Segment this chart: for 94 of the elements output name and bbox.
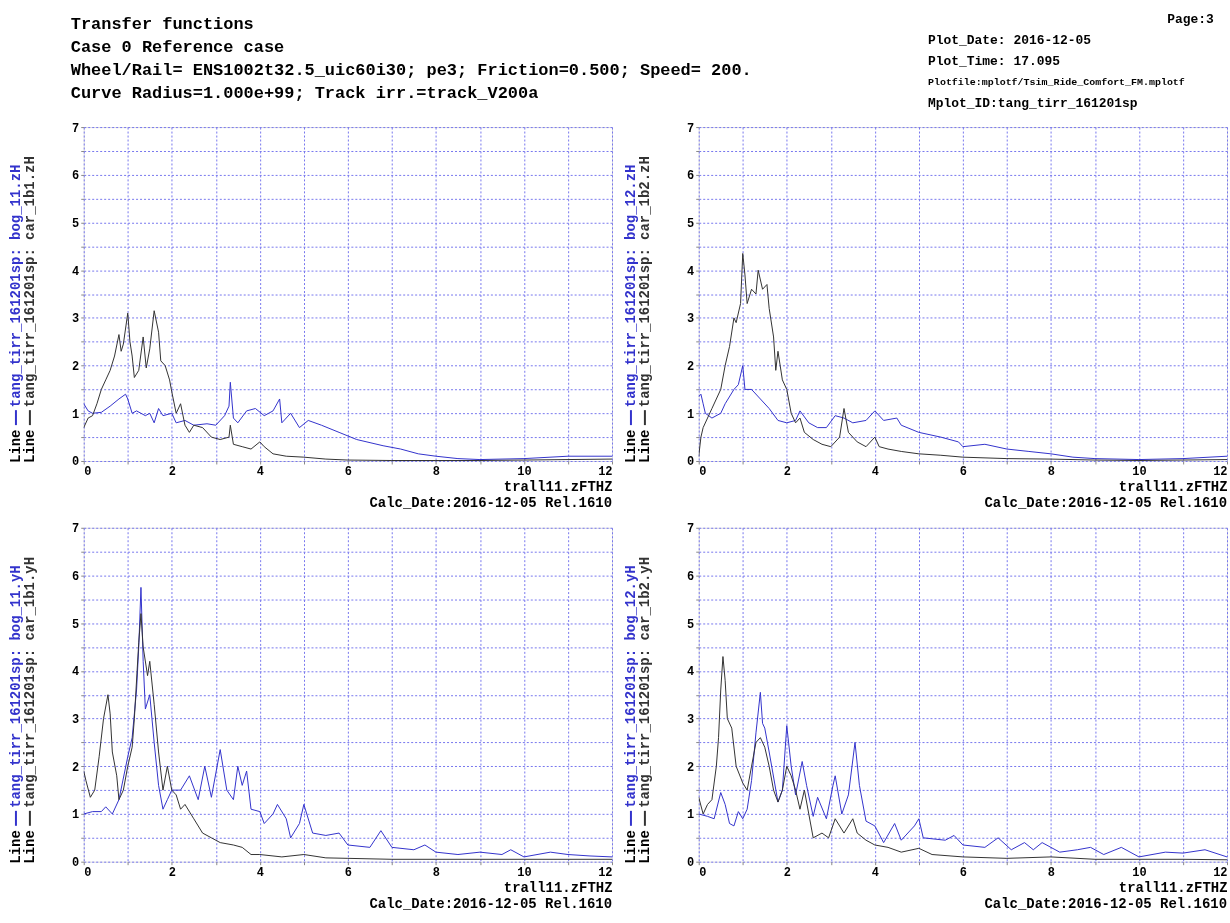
y-tick-label: 6: [687, 169, 695, 184]
text: tang_tirr_161201sp: car_1b2.zH: [636, 156, 653, 408]
x-tick-label: 4: [256, 465, 264, 480]
x-tick-label: 2: [168, 465, 176, 480]
y-tick-label: 6: [687, 569, 695, 584]
y-tick-label: 6: [72, 169, 80, 184]
text: Case 0 Reference case: [70, 38, 285, 58]
y-tick-label: 1: [72, 407, 80, 422]
text: tang_tirr_161201sp: bog_12.yH: [622, 565, 639, 808]
text: Wheel/Rail= ENS1002t32.5_uic60i30; pe3; Friction=0.500; Speed= 200.: [70, 61, 752, 81]
x-axis-title: trall11.zFTHZ: [503, 880, 613, 897]
x-tick-label: 6: [344, 465, 352, 480]
x-tick-label: 4: [871, 465, 879, 480]
text: Calc_Date:2016-12-05 Rel.1610: [984, 895, 1228, 912]
x-tick-label: 6: [959, 866, 967, 881]
y-tick-label: 4: [687, 665, 695, 680]
x-tick-label: 10: [517, 866, 532, 881]
y-tick-label: 5: [72, 617, 80, 632]
y-tick-label: 4: [687, 264, 695, 279]
y-tick-label: 3: [687, 713, 695, 728]
text: Curve Radius=1.000e+99; Track irr.=track_V200a: [70, 84, 539, 104]
text: Calc_Date:2016-12-05 Rel.1610: [369, 494, 613, 511]
legend-title: Line: [21, 830, 38, 864]
y-tick-label: 3: [72, 312, 80, 327]
x-tick-label: 2: [783, 866, 791, 881]
y-tick-label: 5: [72, 216, 80, 231]
x-tick-label: 6: [344, 866, 352, 881]
x-tick-label: 0: [699, 465, 707, 480]
x-axis-title: trall11.zFTHZ: [503, 479, 613, 496]
y-tick-label: 7: [687, 121, 695, 136]
x-tick-label: 0: [699, 866, 707, 881]
y-tick-label: 2: [72, 760, 80, 775]
text: Line: [7, 830, 24, 864]
y-tick-label: 5: [687, 617, 695, 632]
x-tick-label: 8: [1047, 465, 1056, 480]
x-tick-label: 4: [256, 866, 264, 881]
text: Calc_Date:2016-12-05 Rel.1610: [984, 494, 1228, 511]
y-tick-label: 0: [687, 455, 695, 470]
legend-title: Line: [21, 429, 38, 463]
x-tick-label: 4: [871, 866, 879, 881]
x-tick-label: 0: [84, 465, 92, 480]
y-tick-label: 1: [687, 808, 695, 823]
y-tick-label: 7: [72, 121, 80, 136]
y-tick-label: 7: [687, 522, 695, 537]
text: Line: [622, 429, 639, 463]
y-tick-label: 0: [72, 856, 80, 871]
x-tick-label: 2: [783, 465, 791, 480]
x-tick-label: 12: [598, 866, 613, 881]
text: Line: [622, 830, 639, 864]
text: Page:3: [1167, 12, 1215, 28]
text: Plotfile:mplotf/Tsim_Ride_Comfort_FM.mplotf: [927, 77, 1185, 89]
x-tick-label: 8: [432, 866, 441, 881]
x-tick-label: 10: [517, 465, 532, 480]
x-tick-label: 12: [1213, 866, 1228, 881]
y-tick-label: 6: [72, 569, 80, 584]
x-tick-label: 6: [959, 465, 967, 480]
y-tick-label: 4: [72, 665, 80, 680]
x-tick-label: 0: [84, 866, 92, 881]
x-tick-label: 2: [168, 866, 176, 881]
x-tick-label: 12: [598, 465, 613, 480]
y-tick-label: 2: [72, 360, 80, 375]
text: Transfer functions: [70, 15, 254, 35]
y-tick-label: 0: [72, 455, 80, 470]
x-tick-label: 10: [1132, 465, 1147, 480]
text: tang_tirr_161201sp: bog_11.yH: [7, 565, 24, 808]
line-series: [698, 691, 1228, 858]
text: tang_tirr_161201sp: car_1b1.zH: [21, 156, 38, 408]
y-tick-label: 1: [72, 808, 80, 823]
text: Plot_Time: 17.095: [927, 54, 1061, 70]
x-tick-label: 8: [432, 465, 441, 480]
text: Calc_Date:2016-12-05 Rel.1610: [369, 895, 613, 912]
y-tick-label: 0: [687, 856, 695, 871]
text: Plot_Date: 2016-12-05: [927, 33, 1092, 49]
legend-title: Line: [636, 830, 653, 864]
x-tick-label: 12: [1213, 465, 1228, 480]
x-axis-title: trall11.zFTHZ: [1118, 479, 1228, 496]
x-tick-label: 10: [1132, 866, 1147, 881]
y-tick-label: 5: [687, 216, 695, 231]
text: tang_tirr_161201sp: car_1b1.yH: [21, 556, 38, 808]
text: tang_tirr_161201sp: bog_11.zH: [7, 164, 24, 408]
y-tick-label: 2: [687, 760, 695, 775]
x-tick-label: 8: [1047, 866, 1056, 881]
y-tick-label: 3: [72, 713, 80, 728]
y-tick-label: 7: [72, 522, 80, 537]
y-tick-label: 4: [72, 264, 80, 279]
text: Line: [7, 429, 24, 463]
text: tang_tirr_161201sp: bog_12.zH: [622, 164, 639, 408]
y-tick-label: 2: [687, 360, 695, 375]
y-tick-label: 3: [687, 312, 695, 327]
legend-title: Line: [636, 429, 653, 463]
text: tang_tirr_161201sp: car_1b2.yH: [636, 556, 653, 808]
y-tick-label: 1: [687, 407, 695, 422]
text: Mplot_ID:tang_tirr_161201sp: [927, 96, 1138, 112]
x-axis-title: trall11.zFTHZ: [1118, 880, 1228, 897]
